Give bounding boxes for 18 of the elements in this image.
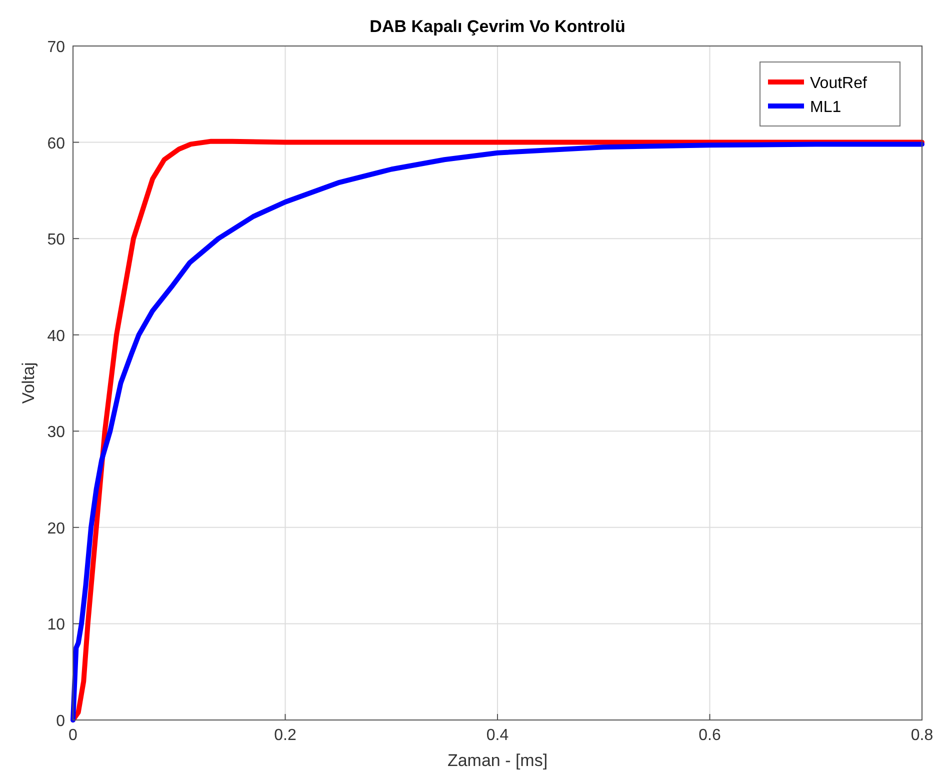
y-axis-title: Voltaj: [19, 362, 38, 404]
y-tick-label: 30: [47, 424, 66, 442]
legend-label: ML1: [810, 99, 842, 116]
x-tick-label: 0.2: [274, 727, 296, 744]
chart-title: DAB Kapalı Çevrim Vo Kontrolü: [370, 17, 626, 36]
y-tick-label: 50: [47, 232, 66, 249]
y-tick-label: 0: [56, 713, 66, 730]
x-tick-label: 0.8: [910, 727, 934, 744]
legend-label: VoutRef: [810, 75, 868, 92]
y-tick-label: 40: [47, 328, 66, 345]
x-tick-label: 0.6: [698, 727, 721, 744]
y-tick-label: 60: [47, 135, 66, 152]
y-tick-label: 10: [47, 616, 66, 634]
x-tick-label: 0.4: [486, 727, 509, 744]
x-axis-title: Zaman - [ms]: [447, 751, 548, 770]
y-tick-label: 70: [47, 39, 66, 56]
x-tick-label: 0: [68, 727, 78, 744]
y-tick-label: 20: [47, 520, 66, 538]
